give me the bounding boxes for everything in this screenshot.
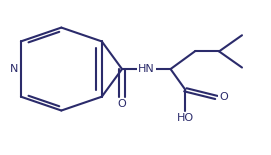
Text: HO: HO — [177, 113, 194, 123]
Text: HN: HN — [138, 64, 155, 74]
Text: N: N — [10, 64, 18, 74]
Text: O: O — [118, 99, 126, 109]
Text: O: O — [219, 93, 228, 102]
